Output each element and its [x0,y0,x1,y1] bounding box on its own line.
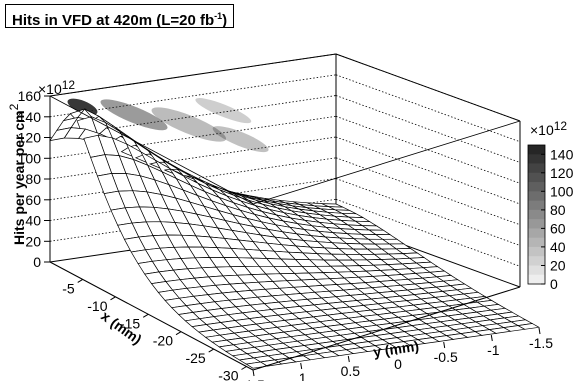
x-tick-mark [110,296,116,301]
palette-frame [527,144,546,285]
y-tick-label: 1.5 [245,377,265,381]
palette-tick-label: 80 [550,202,566,218]
palette-band [528,191,545,202]
y-tick-mark [347,355,350,363]
box-edge [252,120,521,205]
palette-tick-label: 140 [550,146,574,162]
z-gridline-left [49,53,337,97]
z-gridline-back [335,53,521,122]
palette-band [528,172,545,183]
z-tick-label: 160 [18,88,42,104]
z-gridline-back [335,115,521,184]
y-tick-label: 1 [299,370,307,381]
contour-blob [212,126,269,153]
palette-tick-label: 60 [550,220,566,236]
box-edge [49,95,254,205]
plot-box-front [49,95,521,371]
palette-tick-label: 20 [550,258,566,274]
z-gridline-back [335,198,521,267]
z-axis-label: Hits per year per cm2 [7,103,27,245]
y-tick-mark [252,369,255,377]
surface-mesh [49,108,541,369]
color-palette: 0 20 40 60 80 100 120 140 [527,144,574,292]
axis-ticks: 020406080100120140160-5-10-15-20-25-30-1… [18,88,554,381]
y-tick-label: -1 [487,342,500,358]
y-tick-label: 0.5 [341,363,361,379]
palette-band [528,154,545,165]
palette-tick-label: 40 [550,239,566,255]
y-tick-mark [490,334,493,342]
y-tick-mark [395,348,398,356]
y-tick-label: 0 [394,356,402,372]
contour-blob [151,107,227,142]
colorbar-multiplier-exp: 12 [554,119,568,133]
palette-band [528,256,545,267]
x-tick-mark [77,278,83,283]
x-tick-label: -30 [218,368,238,381]
z-multiplier: ×1012 [38,78,75,97]
z-axis-label-sup: 2 [7,103,21,110]
palette-band [528,237,545,248]
box-edge [252,286,521,371]
y-axis-label: y (mm) [372,338,420,360]
top-projection-contour [67,98,269,153]
palette-tick-label: 0 [550,276,558,292]
contour-blob [67,98,98,115]
y-tick-mark [538,327,541,335]
y-tick-mark [443,341,446,349]
z-gridline-left [49,136,337,180]
z-gridline-left [49,115,337,159]
chart-title: Hits in VFD at 420m (L=20 fb-1) [5,4,235,29]
x-tick-label: -25 [185,350,205,366]
z-gridline-back [335,136,521,205]
palette-band [528,274,545,285]
x-tick-mark [175,331,182,336]
x-tick-mark [208,348,214,353]
z-tick-label: 60 [25,192,41,208]
z-tick-label: 20 [25,233,41,249]
z-tick-label: 40 [25,213,41,229]
z-gridline-back [335,74,521,143]
palette-band [528,163,545,174]
palette-band [528,246,545,257]
title-superscript: -1 [214,11,223,21]
z-gridline-left [49,95,337,138]
z-gridline-left [49,74,337,118]
mesh-cell [245,361,269,369]
colorbar-multiplier: ×1012 [530,119,567,138]
y-tick-mark [300,362,303,370]
box-edge [49,261,254,371]
z-tick-label: 100 [18,150,42,166]
palette-band [528,265,545,276]
y-tick-label: -0.5 [434,349,458,365]
z-tick-label: 80 [25,171,41,187]
x-tick-mark [142,313,149,318]
z-gridline-back [335,157,521,226]
z-tick-label: 0 [33,254,41,270]
contour-blob [100,99,168,131]
x-tick-label: -10 [87,298,107,314]
z-gridline-back [335,95,521,163]
palette-band [528,182,545,192]
x-tick-label: -15 [120,315,140,331]
z-tick-label: 140 [18,109,42,125]
x-tick-label: -20 [153,333,173,349]
mesh-cell [49,127,72,142]
x-tick-mark [241,366,247,370]
palette-tick-label: 100 [550,183,574,199]
z-multiplier-exp: 12 [62,78,76,92]
palette-band [528,200,545,211]
palette-band [528,209,545,220]
palette-band [528,228,545,239]
z-gridline-back [335,178,521,246]
palette-band [528,145,545,155]
palette-tick-label: 120 [550,165,574,181]
x-tick-label: -5 [62,280,75,296]
contour-blob [195,98,252,124]
palette-band [528,219,545,229]
y-tick-label: -1.5 [529,335,553,351]
z-tick-label: 120 [18,130,42,146]
